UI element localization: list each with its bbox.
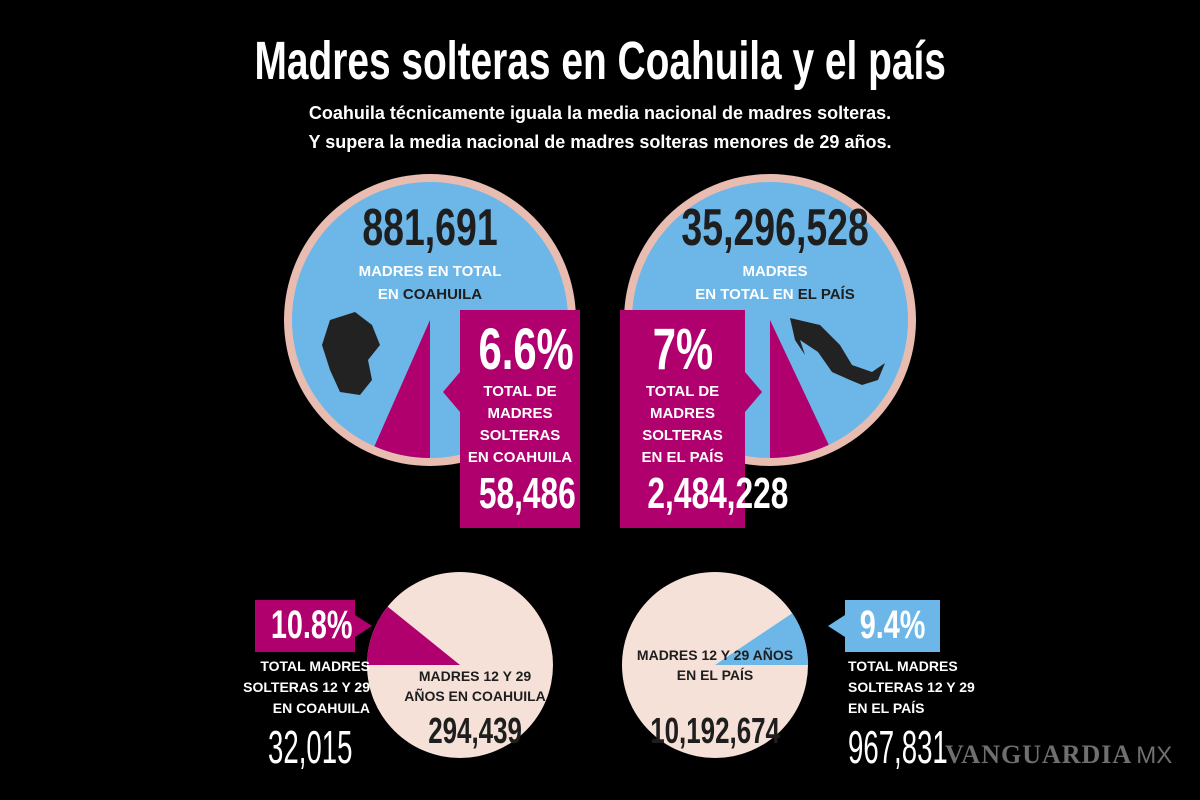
subtitle-line-1: Coahuila técnicamente iguala la media na… — [308, 103, 892, 123]
coahuila-map-icon — [322, 312, 380, 395]
pie-slice — [367, 606, 460, 665]
box-pointer — [443, 372, 460, 412]
coahuila-young-caption: TOTAL MADRES SOLTERAS 12 Y 29 EN COAHUILA — [243, 658, 370, 716]
coahuila-singles-box: 6.6% TOTAL DE MADRES SOLTERAS EN COAHUILA 5… — [460, 310, 580, 528]
pie-slice — [374, 320, 430, 458]
subtitle-line-2: Y supera la media nacional de madres sol… — [308, 132, 892, 152]
vanguardia-logo: VANGUARDIA MX — [945, 740, 1173, 769]
national-total: 35,296,528 — [681, 199, 869, 257]
national-caption: MADRES EN TOTAL EN EL PAÍS — [695, 263, 855, 303]
mexico-map-icon — [790, 318, 885, 385]
coahuila-young-total-caption: MADRES 12 Y 29 AÑOS EN COAHUILA — [404, 668, 546, 704]
pie-slice — [715, 613, 808, 665]
national-young-pct-box: 9.4% — [845, 600, 940, 652]
page-title: Madres solteras en Coahuila y el país — [254, 31, 946, 91]
national-singles-box: 7% TOTAL DE MADRES SOLTERAS EN EL PAÍS 2,48… — [620, 310, 788, 528]
national-young-caption: TOTAL MADRES SOLTERAS 12 Y 29 EN EL PAÍS — [848, 658, 975, 716]
box-pointer — [828, 615, 845, 637]
national-young-value: 967,831 — [848, 721, 948, 773]
coahuila-young-total: 294,439 — [428, 710, 522, 751]
pie-slice — [770, 320, 829, 458]
national-young-total-caption: MADRES 12 Y 29 AÑOS EN EL PAÍS — [636, 647, 794, 683]
box-pointer — [745, 372, 762, 412]
coahuila-total: 881,691 — [362, 199, 498, 257]
national-young-total: 10,192,674 — [650, 710, 780, 751]
coahuila-young-value: 32,015 — [268, 721, 353, 773]
box-pointer — [355, 615, 372, 637]
coahuila-caption: MADRES EN TOTAL EN COAHUILA — [358, 263, 502, 303]
coahuila-young-pct-box: 10.8% — [255, 600, 355, 652]
